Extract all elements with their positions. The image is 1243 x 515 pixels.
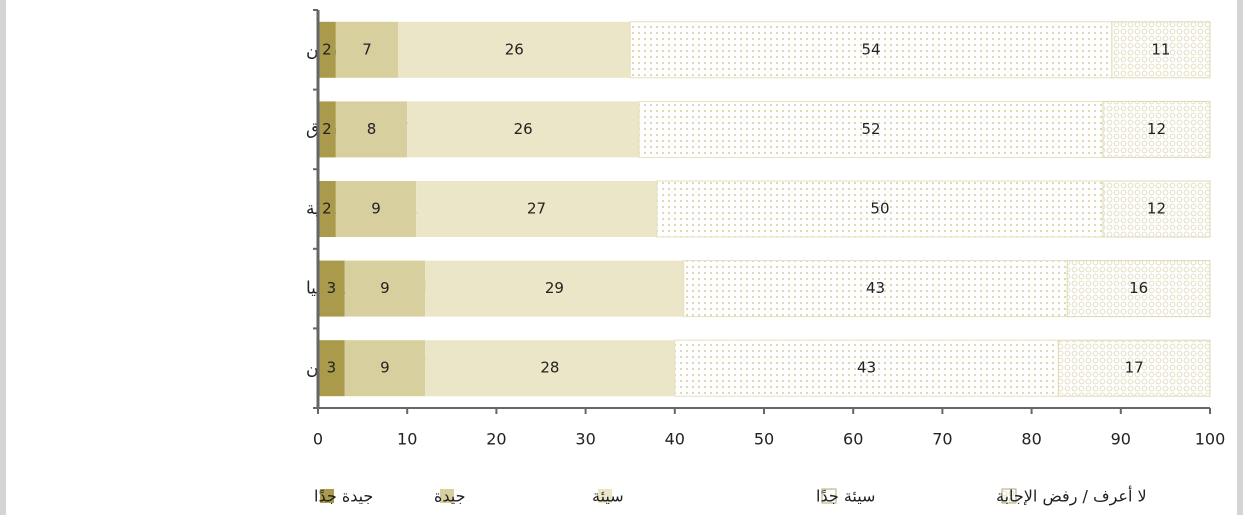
data-label: 50 (870, 200, 889, 218)
data-label: 8 (367, 120, 377, 138)
data-label: 43 (866, 279, 885, 297)
bar-segment (335, 101, 408, 158)
bar-segment (1111, 21, 1211, 79)
data-label: 12 (1147, 120, 1166, 138)
bar-segment (1066, 260, 1211, 318)
background (6, 0, 1237, 515)
data-label: 16 (1129, 279, 1148, 297)
bar-segment (318, 21, 336, 78)
bar-segment (1057, 339, 1211, 397)
x-tick-label: 90 (1111, 430, 1131, 449)
legend-swatch (320, 489, 334, 503)
legend-swatch (821, 488, 837, 504)
bar-segment (638, 100, 1104, 158)
data-label: 28 (540, 359, 559, 377)
legend-label: لا أعرف / رفض الإجابة (996, 486, 1147, 507)
data-label: 2 (322, 120, 332, 138)
x-tick-label: 30 (575, 430, 595, 449)
legend-label: سيئة جدًا (816, 487, 875, 506)
bar-segment (1102, 180, 1211, 238)
bar-segment (344, 260, 426, 317)
data-label: 26 (514, 120, 533, 138)
data-label: 29 (545, 279, 564, 297)
data-label: 52 (861, 120, 880, 138)
bar-segment (318, 340, 345, 397)
x-tick-label: 60 (843, 430, 863, 449)
bar-segment (407, 101, 640, 158)
data-label: 43 (857, 359, 876, 377)
bar-segment (344, 340, 426, 397)
bar-segment (318, 101, 336, 158)
data-label: 9 (380, 279, 390, 297)
legend-swatch (1001, 488, 1017, 504)
bar-segment (1102, 100, 1211, 158)
bar-segment (425, 340, 675, 397)
x-tick-label: 20 (486, 430, 506, 449)
x-tick-label: 80 (1021, 430, 1041, 449)
data-label: 27 (527, 200, 546, 218)
bar-segment (318, 181, 336, 237)
data-label: 54 (861, 40, 880, 58)
bar-segment (416, 181, 657, 237)
legend-label: سيئة (592, 487, 624, 506)
bar-segment (683, 260, 1068, 318)
data-label: 3 (327, 359, 337, 377)
data-label: 2 (322, 40, 332, 58)
data-label: 9 (380, 359, 390, 377)
x-tick-label: 70 (932, 430, 952, 449)
x-tick-label: 50 (754, 430, 774, 449)
bar-segment (425, 260, 684, 317)
x-tick-label: 0 (313, 430, 323, 449)
data-label: 7 (362, 40, 372, 58)
data-label: 26 (505, 40, 524, 58)
legend-swatch (598, 489, 612, 503)
x-tick-label: 100 (1195, 430, 1226, 449)
data-label: 11 (1151, 40, 1170, 58)
legend-label: جيدة جدًا (314, 487, 373, 506)
legend-swatch (440, 489, 454, 503)
bar-segment (398, 21, 631, 78)
bar-segment (629, 21, 1113, 79)
bar-segment (318, 260, 345, 317)
bar-segment (656, 180, 1104, 238)
data-label: 9 (371, 200, 381, 218)
x-tick-label: 40 (665, 430, 685, 449)
data-label: 12 (1147, 200, 1166, 218)
data-label: 17 (1125, 359, 1144, 377)
bar-segment (674, 339, 1059, 397)
bar-segment (335, 181, 417, 237)
data-label: 2 (322, 200, 332, 218)
bar-segment (335, 21, 399, 78)
x-tick-label: 10 (397, 430, 417, 449)
data-label: 3 (327, 279, 337, 297)
legend-label: جيدة (434, 487, 466, 506)
